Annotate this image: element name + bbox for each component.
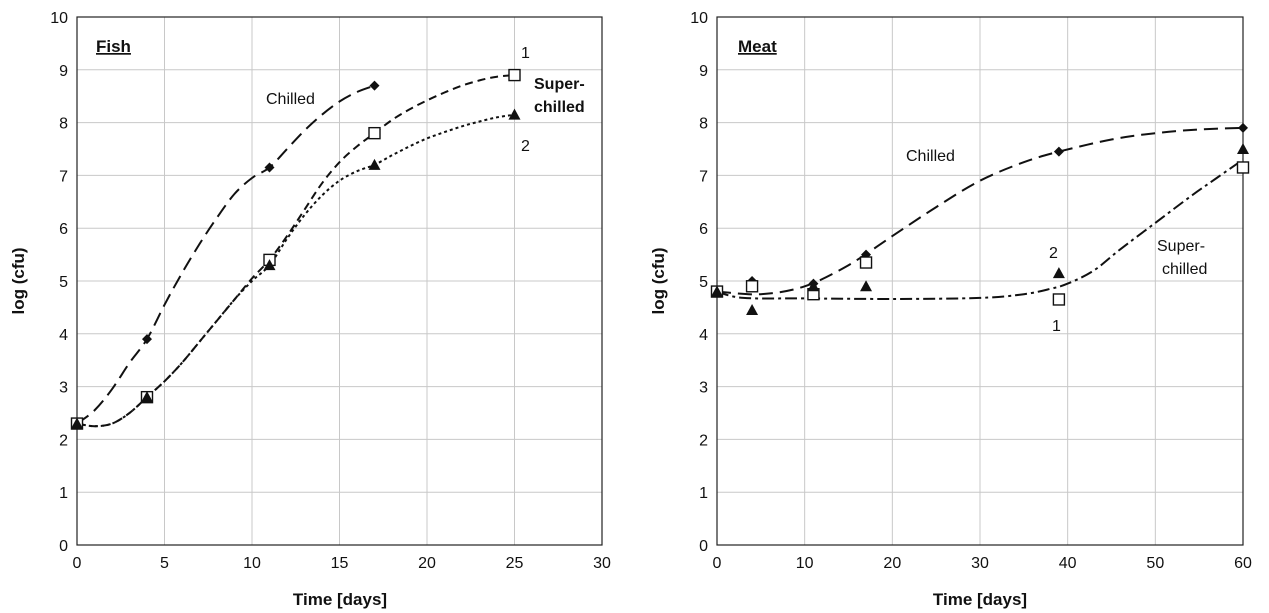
meat-series-2-point-4: [859, 256, 873, 269]
fish-series-2-point-5: [508, 68, 521, 82]
fish-y-tick-6: 6: [59, 221, 68, 238]
fish-gridlines: [76, 16, 603, 546]
fish-x-tick-labels: 0 5 10 15 20 25 30: [73, 555, 611, 572]
meat-y-tick-3: 3: [699, 380, 708, 397]
fish-markers: [70, 68, 521, 430]
meat-panel-title: Meat: [738, 37, 777, 56]
meat-label-1: 1: [1052, 318, 1061, 335]
fish-series-3-point-3: [263, 259, 276, 271]
fish-series-1-curve: [76, 84, 375, 425]
fish-panel: 0 1 2 3 4 5 6 7 8 9 10 0 5 10 15 20 25 30 Fish Chilled 1…: [9, 10, 611, 609]
fish-plot-frame: [76, 16, 603, 546]
fish-superchilled-line1: Super-: [534, 76, 585, 93]
fish-x-tick-10: 10: [243, 555, 261, 572]
fish-x-tick-5: 5: [160, 555, 169, 572]
meat-series-3-point-5: [1052, 267, 1065, 279]
fish-x-tick-25: 25: [506, 555, 524, 572]
fish-series-1-point-2: [142, 334, 152, 345]
meat-series-1-point-5: [1053, 146, 1064, 157]
fish-y-tick-7: 7: [59, 168, 68, 185]
fish-x-tick-30: 30: [593, 555, 611, 572]
meat-y-tick-10: 10: [690, 10, 708, 27]
fish-series-3-point-4: [368, 158, 381, 170]
fish-panel-title: Fish: [96, 37, 131, 56]
fish-y-tick-labels: 0 1 2 3 4 5 6 7 8 9 10: [50, 10, 68, 555]
meat-y-tick-7: 7: [699, 168, 708, 185]
meat-superchilled-line1: Super-: [1157, 238, 1205, 255]
meat-x-tick-labels: 0 10 20 30 40 50 60: [713, 555, 1252, 572]
fish-y-tick-4: 4: [59, 327, 68, 344]
meat-y-tick-8: 8: [699, 116, 708, 133]
meat-gridlines: [716, 16, 1244, 546]
meat-series-1-point-6: [1238, 122, 1248, 133]
meat-x-tick-50: 50: [1146, 555, 1164, 572]
meat-y-tick-0: 0: [699, 538, 708, 555]
fish-x-tick-15: 15: [331, 555, 349, 572]
fish-y-tick-5: 5: [59, 274, 68, 291]
meat-series-3-point-6: [1237, 143, 1249, 154]
meat-y-tick-2: 2: [699, 432, 708, 449]
fish-series-3-point-1: [71, 417, 83, 429]
meat-y-tick-1: 1: [699, 485, 708, 502]
fish-x-tick-0: 0: [73, 555, 82, 572]
fish-y-tick-3: 3: [59, 380, 68, 397]
fish-y-tick-1: 1: [59, 485, 68, 502]
meat-y-tick-5: 5: [699, 274, 708, 291]
meat-chilled-annotation: Chilled: [906, 148, 955, 165]
meat-y-axis-label: log (cfu): [649, 247, 668, 314]
fish-y-tick-9: 9: [59, 63, 68, 80]
fish-series-1-point-3: [264, 162, 275, 173]
fish-curves: [76, 74, 515, 428]
meat-x-tick-30: 30: [971, 555, 989, 572]
fish-series-3-point-2: [141, 391, 153, 403]
meat-x-tick-20: 20: [883, 555, 901, 572]
fish-series-1-point-4: [369, 80, 380, 91]
meat-x-tick-60: 60: [1234, 555, 1252, 572]
fish-y-axis-label: log (cfu): [9, 247, 28, 314]
fish-series-2-curve: [76, 74, 515, 428]
fish-series-3-curve: [76, 113, 515, 428]
meat-series-1-curve: [716, 126, 1244, 296]
meat-series-2-point-2: [745, 280, 759, 293]
meat-x-tick-10: 10: [796, 555, 814, 572]
meat-markers: [710, 122, 1250, 316]
fish-label-1: 1: [521, 45, 530, 62]
meat-y-tick-6: 6: [699, 221, 708, 238]
meat-series-3-point-1: [711, 285, 723, 297]
fish-series-2-point-4: [368, 126, 381, 140]
fish-y-tick-2: 2: [59, 432, 68, 449]
fish-y-tick-10: 10: [50, 10, 68, 27]
meat-series-2-point-5: [1052, 293, 1066, 306]
meat-y-tick-4: 4: [699, 327, 708, 344]
meat-series-3-point-2: [746, 304, 759, 316]
meat-series-2-point-6: [1236, 161, 1250, 174]
meat-x-tick-40: 40: [1059, 555, 1077, 572]
fish-y-tick-0: 0: [59, 538, 68, 555]
meat-label-2: 2: [1049, 245, 1058, 262]
meat-x-tick-0: 0: [713, 555, 722, 572]
fish-y-tick-8: 8: [59, 116, 68, 133]
meat-series-3-point-3: [807, 280, 820, 292]
fish-x-axis-label: Time [days]: [293, 590, 387, 609]
meat-y-tick-9: 9: [699, 63, 708, 80]
meat-superchilled-line2: chilled: [1162, 261, 1207, 278]
fish-superchilled-line2: chilled: [534, 99, 585, 116]
meat-plot-frame: [716, 16, 1244, 546]
fish-chilled-annotation: Chilled: [266, 91, 315, 108]
fish-x-tick-20: 20: [418, 555, 436, 572]
fish-label-2: 2: [521, 138, 530, 155]
meat-x-axis-label: Time [days]: [933, 590, 1027, 609]
meat-series-3-point-4: [860, 280, 873, 292]
meat-y-tick-labels: 0 1 2 3 4 5 6 7 8 9 10: [690, 10, 708, 555]
fish-series-3-point-5: [508, 108, 521, 120]
